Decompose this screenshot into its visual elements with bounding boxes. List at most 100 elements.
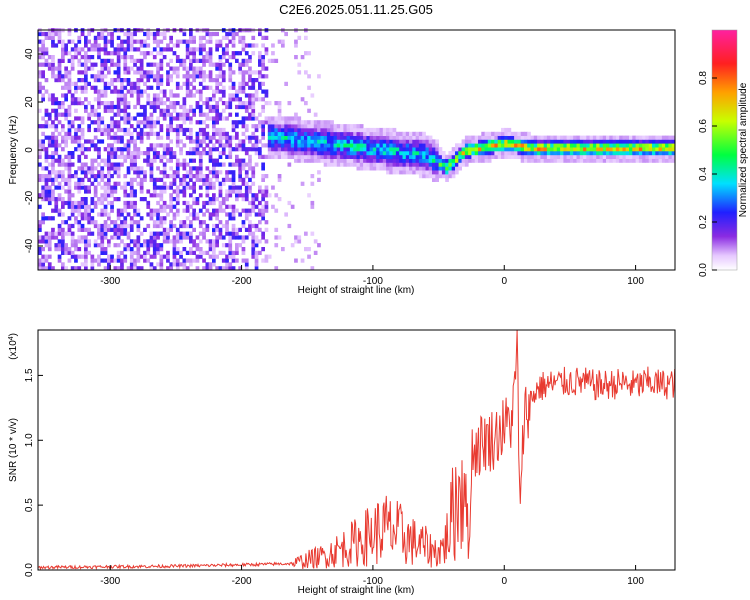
heatmap-cell	[70, 124, 75, 129]
heatmap-cell	[228, 235, 233, 240]
heatmap-cell	[612, 135, 617, 140]
heatmap-cell	[97, 197, 101, 202]
heatmap-cell	[90, 181, 95, 186]
heatmap-cell	[326, 131, 331, 136]
heatmap-cell	[212, 162, 216, 167]
heatmap-cell	[432, 170, 436, 175]
heatmap-cell	[198, 185, 203, 190]
snr-panel: -300 -200 -100 0 100 0.00.51.01.5 Height of …	[8, 329, 676, 596]
heatmap-cell	[425, 147, 430, 152]
heatmap-cell	[67, 74, 72, 79]
heatmap-cell	[90, 170, 95, 175]
heatmap-cell	[372, 166, 377, 171]
heatmap-cell	[615, 135, 620, 140]
heatmap-cell	[90, 216, 95, 221]
heatmap-cell	[212, 227, 216, 232]
heatmap-cell	[70, 139, 75, 144]
heatmap-cell	[149, 174, 154, 179]
heatmap-cell	[238, 189, 242, 194]
heatmap-cell	[402, 166, 407, 171]
heatmap-cell	[182, 189, 187, 194]
heatmap-cell	[136, 58, 141, 63]
heatmap-cell	[159, 97, 164, 102]
heatmap-cell	[215, 158, 219, 163]
heatmap-cell	[356, 147, 361, 152]
heatmap-cell	[320, 147, 325, 152]
heatmap-cell	[84, 154, 88, 159]
heatmap-cell	[41, 51, 45, 56]
heatmap-cell	[228, 104, 233, 110]
heatmap-cell	[84, 85, 88, 90]
heatmap-cell	[215, 120, 219, 125]
heatmap-cell	[107, 193, 111, 198]
heatmap-cell	[218, 58, 223, 63]
heatmap-cell	[254, 223, 259, 229]
heatmap-cell	[169, 151, 173, 156]
y-tick-label: 1.0	[24, 433, 35, 447]
heatmap-cell	[179, 104, 183, 110]
heatmap-cell	[248, 231, 252, 236]
heatmap-cell	[221, 250, 226, 255]
heatmap-cell	[175, 58, 180, 63]
heatmap-cell	[336, 135, 341, 140]
heatmap-cell	[74, 204, 78, 209]
heatmap-cell	[113, 189, 118, 194]
heatmap-cell	[143, 116, 147, 121]
heatmap-cell	[550, 147, 554, 152]
heatmap-cell	[284, 116, 288, 121]
heatmap-cell	[120, 78, 124, 83]
heatmap-cell	[432, 143, 436, 148]
heatmap-cell	[41, 220, 45, 225]
heatmap-cell	[77, 177, 82, 182]
heatmap-cell	[235, 193, 239, 198]
heatmap-cell	[244, 108, 249, 113]
heatmap-cell	[238, 85, 242, 90]
x-tick-label: 0	[501, 576, 507, 587]
heatmap-cell	[103, 131, 108, 136]
heatmap-cell	[507, 139, 512, 144]
heatmap-cell	[241, 131, 246, 136]
heatmap-cell	[189, 127, 193, 133]
heatmap-cell	[208, 151, 213, 156]
heatmap-cell	[77, 247, 82, 252]
heatmap-cell	[61, 112, 65, 117]
heatmap-cell	[395, 170, 400, 175]
heatmap-cell	[307, 254, 311, 259]
heatmap-cell	[244, 151, 249, 156]
heatmap-cell	[241, 70, 246, 75]
heatmap-cell	[166, 81, 170, 86]
heatmap-cell	[248, 212, 252, 217]
heatmap-cell	[432, 158, 436, 163]
heatmap-cell	[192, 51, 196, 56]
heatmap-cell	[218, 185, 223, 190]
heatmap-cell	[251, 254, 256, 259]
heatmap-cell	[175, 81, 180, 86]
heatmap-cell	[38, 174, 42, 179]
heatmap-cell	[248, 220, 252, 225]
heatmap-cell	[192, 39, 196, 44]
heatmap-cell	[290, 135, 295, 140]
heatmap-cell	[120, 139, 124, 144]
heatmap-cell	[139, 166, 144, 171]
heatmap-cell	[41, 55, 45, 60]
heatmap-cell	[510, 147, 515, 152]
heatmap-cell	[152, 254, 157, 259]
heatmap-cell	[87, 66, 91, 71]
heatmap-cell	[202, 200, 206, 206]
heatmap-cell	[294, 39, 298, 44]
heatmap-cell	[77, 58, 82, 63]
heatmap-cell	[129, 154, 134, 159]
heatmap-cell	[258, 124, 262, 129]
heatmap-cell	[116, 47, 121, 52]
heatmap-cell	[93, 78, 98, 83]
heatmap-cell	[307, 135, 311, 140]
heatmap-cell	[166, 235, 170, 240]
heatmap-cell	[54, 147, 59, 152]
heatmap-cell	[172, 66, 177, 71]
heatmap-cell	[113, 162, 118, 167]
heatmap-cell	[113, 78, 118, 83]
heatmap-cell	[113, 266, 118, 271]
heatmap-cell	[655, 154, 659, 159]
heatmap-cell	[195, 247, 200, 252]
heatmap-cell	[116, 108, 121, 113]
